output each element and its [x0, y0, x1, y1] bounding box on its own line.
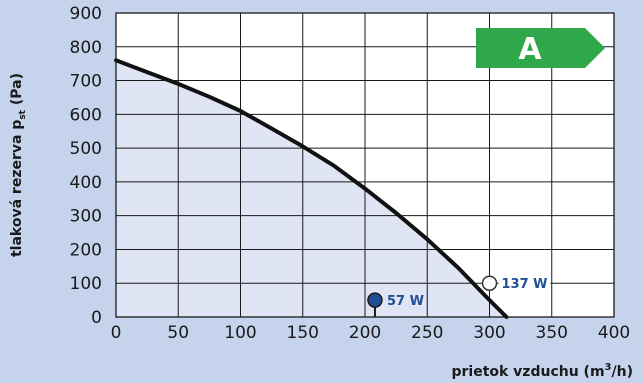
y-tick-label-0: 0	[91, 308, 102, 328]
curve-area	[116, 60, 507, 318]
y-tick-label-7: 700	[70, 72, 102, 92]
y-tick-label-1: 100	[70, 274, 102, 294]
badge-arrow	[476, 28, 605, 68]
y-tick-labels: 0 100 200 300 400 500 600 700 800 900	[70, 4, 102, 328]
x-tick-label-0: 0	[111, 323, 122, 343]
x-tick-label-2: 100	[224, 323, 256, 343]
energy-class-badge: A	[476, 28, 605, 68]
y-tick-label-2: 200	[70, 240, 102, 260]
plot-frame	[115, 12, 615, 318]
x-tick-label-3: 150	[287, 323, 319, 343]
y-axis-title: tlaková rezerva pst (Pa)	[9, 73, 28, 257]
x-axis-title-sup: 3	[605, 362, 612, 373]
y-tick-label-4: 400	[70, 173, 102, 193]
series-line	[114, 58, 509, 319]
x-axis-title-main: prietok vzduchu (m	[451, 364, 604, 380]
y-tick-label-9: 900	[70, 4, 102, 24]
annotation-marker-1	[481, 275, 498, 291]
y-tick-label-6: 600	[70, 105, 102, 125]
annotation-marker-0	[367, 292, 383, 308]
x-tick-label-1: 50	[167, 323, 189, 343]
annotation-label-1: 137 W	[502, 277, 548, 292]
annotation-points: 57 W 137 W	[367, 275, 551, 317]
y-axis-title-end: (Pa)	[9, 73, 25, 110]
y-axis-title-main: tlaková rezerva p	[9, 120, 25, 257]
badge-label: A	[518, 32, 542, 67]
x-tick-label-7: 350	[536, 323, 568, 343]
x-axis-title: prietok vzduchu (m3/h)	[451, 362, 633, 380]
x-axis-title-end: /h)	[612, 364, 633, 380]
y-tick-label-3: 300	[70, 207, 102, 227]
x-tick-label-5: 250	[411, 323, 443, 343]
y-axis-title-sub: st	[18, 109, 28, 119]
x-tick-labels: 0 50 100 150 200 250 300 350 400	[111, 323, 631, 343]
annotation-label-0: 57 W	[387, 294, 424, 309]
x-tick-label-4: 200	[349, 323, 381, 343]
annotation-label-bg-1	[498, 276, 551, 294]
x-tick-label-6: 300	[473, 323, 505, 343]
y-tick-label-8: 800	[70, 38, 102, 58]
y-tick-label-5: 500	[70, 139, 102, 159]
x-tick-label-8: 400	[598, 323, 630, 343]
